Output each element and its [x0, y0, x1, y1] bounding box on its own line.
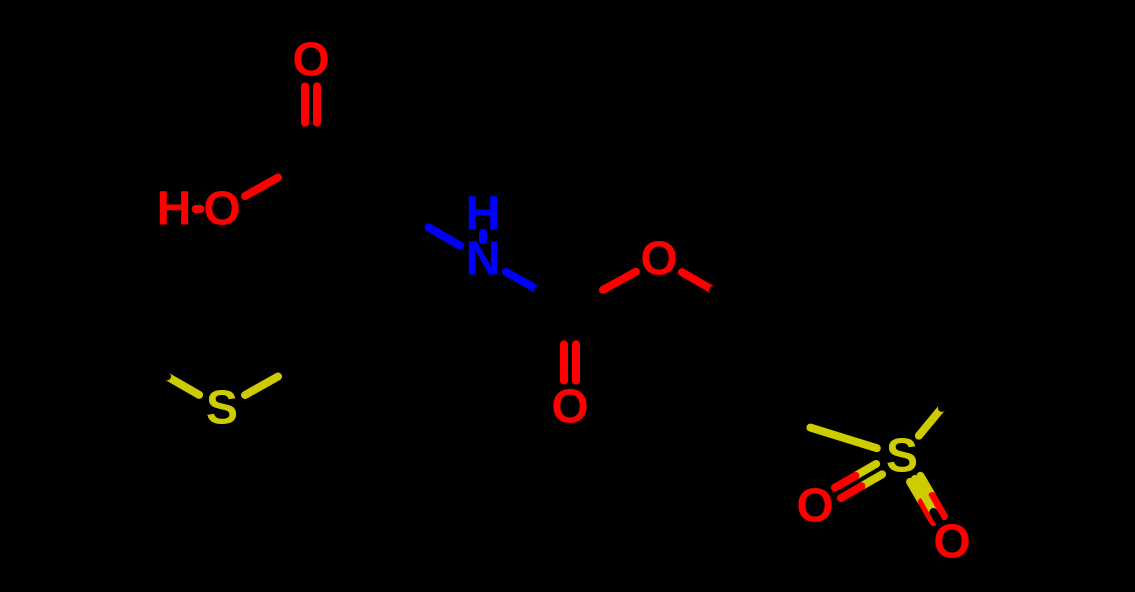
bond-C9-C10: [1015, 382, 1065, 384]
bond-C9-C10: [1009, 371, 1047, 373]
bond-C9-C10: [971, 370, 1009, 372]
bond-C15-C16: [796, 199, 801, 249]
atom-label-S1: S: [206, 382, 238, 435]
atom-label-S2: S: [886, 430, 918, 483]
bond-C15-C16: [812, 165, 816, 203]
bond-C12-C13: [957, 209, 1006, 211]
atom-label-H2: H: [157, 183, 192, 236]
atom-label-O6: O: [933, 516, 970, 569]
bond-C15-C16: [808, 203, 812, 241]
atom-label-HN: H: [466, 188, 501, 241]
bond-C15-C16: [801, 149, 806, 199]
atom-label-O5: O: [796, 480, 833, 533]
chemical-structure-diagram: OOHSNHOOSOO: [0, 0, 1135, 592]
atom-label-O4: O: [640, 233, 677, 286]
canvas-background: [0, 0, 1135, 592]
atom-label-O2: O: [203, 183, 240, 236]
atom-label-O3: O: [551, 381, 588, 434]
atom-label-O1: O: [292, 34, 329, 87]
bond-C9-C10: [965, 380, 1015, 382]
bond-C12-C13: [1006, 211, 1055, 213]
